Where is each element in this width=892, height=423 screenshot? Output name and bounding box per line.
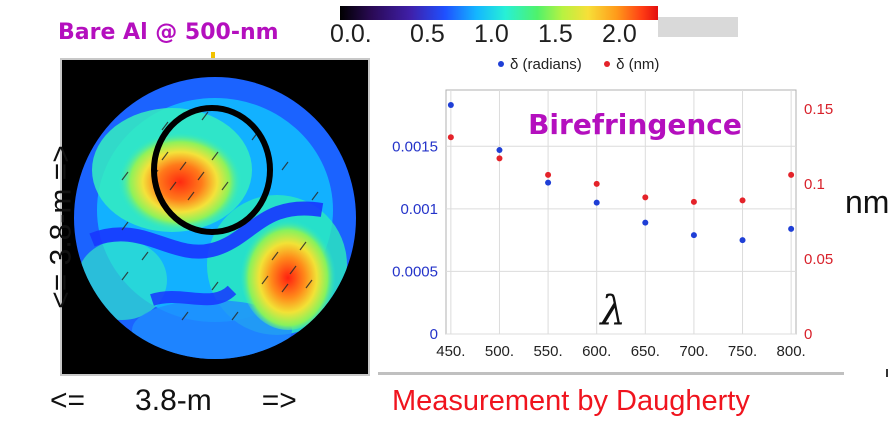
point-nm (739, 197, 746, 204)
measurement-credit: Measurement by Daugherty (392, 385, 750, 417)
chart-title: Birefringence (528, 108, 742, 141)
legend-marker-nm (604, 61, 611, 68)
x-axis-label: λ (598, 288, 625, 334)
point-radians (496, 147, 503, 154)
point-nm (447, 134, 454, 141)
highlight-circle (151, 105, 273, 235)
y-right-tick-label: 0.05 (804, 251, 833, 268)
colorbar-tick-2: 1.0 (474, 20, 509, 48)
chart-baseline-bar (378, 372, 844, 375)
chart-legend: δ (radians) δ (nm) (498, 56, 659, 73)
point-radians (642, 219, 649, 226)
x-tick-label: 600. (582, 343, 611, 360)
x-tick-label: 500. (485, 343, 514, 360)
legend-label-radians: δ (radians) (510, 56, 582, 73)
y-right-tick-label: 0 (804, 326, 812, 343)
point-radians (690, 232, 697, 239)
y-left-tick-label: 0.0005 (392, 263, 438, 280)
point-radians (788, 225, 795, 232)
colorbar-tick-0: 0.0. (330, 20, 372, 48)
point-nm (593, 180, 600, 187)
point-radians (545, 179, 552, 186)
point-radians (447, 102, 454, 109)
point-nm (642, 194, 649, 201)
point-nm (690, 198, 697, 205)
colorbar-tick-3: 1.5 (538, 20, 573, 48)
birefringence-map (60, 58, 370, 376)
point-nm (545, 171, 552, 178)
colorbar-tick-4: 2.0 (602, 20, 637, 48)
edge-tick (886, 369, 888, 377)
x-tick-label: 700. (679, 343, 708, 360)
point-radians (739, 237, 746, 244)
orientation-ticks (121, 111, 319, 321)
y-right-tick-label: 0.15 (804, 101, 833, 118)
map-horizontal-dimension: <= 3.8-m => (50, 384, 297, 417)
legend-label-nm: δ (nm) (616, 56, 660, 73)
x-tick-label: 550. (533, 343, 562, 360)
point-nm (496, 155, 503, 162)
x-tick-label: 650. (631, 343, 660, 360)
right-axis-unit: nm (845, 184, 890, 220)
x-tick-label: 750. (728, 343, 757, 360)
birefringence-chart: 450. 500. 550. 600. 650. 700. 750. 800.00.00050… (392, 89, 833, 360)
colorbar-gradient (340, 6, 658, 20)
y-right-tick-label: 0.1 (804, 176, 825, 193)
point-radians (593, 199, 600, 206)
point-nm (788, 171, 795, 178)
y-left-tick-label: 0.001 (400, 201, 438, 218)
map-annotation: Bare Al @ 500-nm (58, 20, 279, 45)
map-vertical-dimension: <= 3.8-m => (44, 145, 78, 309)
birefringence-map-image (62, 60, 368, 374)
x-tick-label: 450. (436, 343, 465, 360)
legend-marker-radians (498, 61, 504, 68)
y-left-tick-label: 0.0015 (392, 138, 438, 155)
colorbar-tick-1: 0.5 (410, 20, 445, 48)
y-left-tick-label: 0 (430, 326, 438, 343)
colorbar-end-patch (658, 17, 738, 37)
x-tick-label: 800. (777, 343, 806, 360)
